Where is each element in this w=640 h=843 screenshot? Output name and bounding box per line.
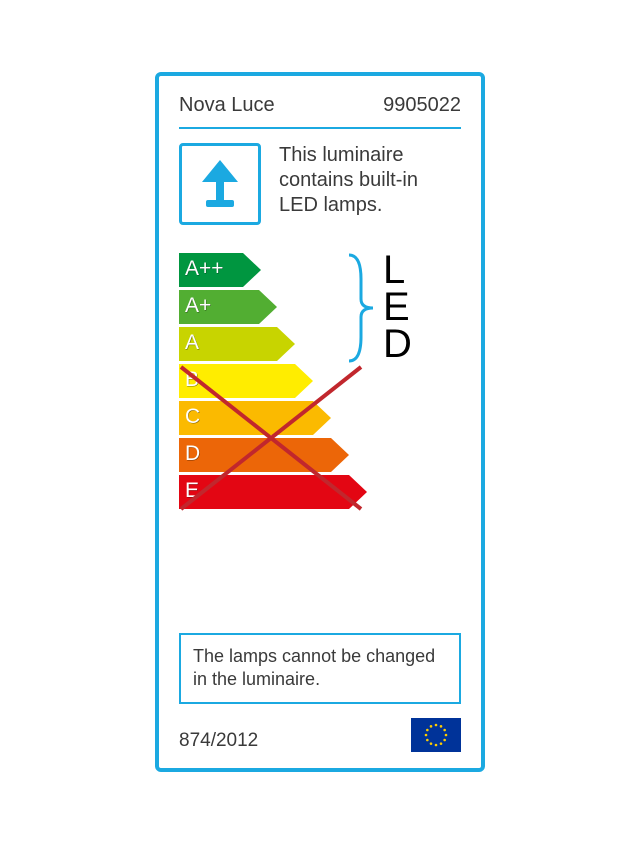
lamp-icon [192, 156, 248, 212]
led-letter-d: D [383, 326, 413, 363]
bracket-icon [347, 249, 377, 367]
energy-class-label: E [185, 479, 199, 503]
brand-name: Nova Luce [179, 94, 275, 117]
notice-text: The lamps cannot be changed in the lumin… [193, 646, 435, 689]
energy-class-label: C [185, 405, 200, 429]
energy-class-label: B [185, 368, 199, 392]
energy-label-card: Nova Luce 9905022 This luminaire contain… [155, 72, 485, 772]
header-row: Nova Luce 9905022 [179, 94, 461, 129]
energy-section: A++A+ABCDE L E D [179, 253, 461, 627]
notice-box: The lamps cannot be changed in the lumin… [179, 633, 461, 704]
energy-arrow-icon [179, 364, 313, 398]
led-bracket-group: L E D [347, 249, 413, 367]
lamp-description: This luminaire contains built-in LED lam… [279, 143, 461, 218]
energy-class-label: D [185, 442, 200, 466]
energy-arrow-icon [179, 401, 331, 435]
eu-flag-icon [411, 718, 461, 752]
lamp-icon-box [179, 143, 261, 225]
energy-arrow-icon [179, 438, 349, 472]
regulation-text: 874/2012 [179, 730, 258, 752]
led-letter-e: E [383, 289, 413, 326]
energy-class-label: A++ [185, 257, 224, 281]
led-letter-l: L [383, 252, 413, 289]
led-text: L E D [383, 252, 413, 362]
energy-class-label: A+ [185, 294, 211, 318]
energy-arrow-icon [179, 475, 367, 509]
model-number: 9905022 [383, 94, 461, 117]
lamp-row: This luminaire contains built-in LED lam… [179, 143, 461, 225]
energy-class-label: A [185, 331, 199, 355]
footer-row: 874/2012 [179, 718, 461, 752]
